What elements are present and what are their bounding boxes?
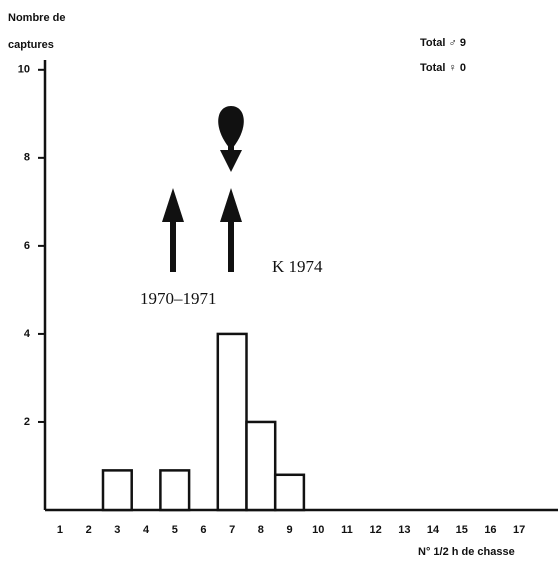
x-tick-label: 16: [484, 524, 496, 536]
annotation: Total ♀ 0: [420, 62, 466, 74]
bar: [273, 473, 306, 512]
bar: [101, 469, 133, 512]
x-tick-label: 13: [398, 524, 410, 536]
x-tick-label: 11: [341, 524, 353, 536]
bar: [159, 469, 191, 512]
x-tick-label: 6: [200, 524, 206, 536]
y-tick-label: 6: [24, 240, 30, 252]
x-tick-label: 7: [229, 524, 235, 536]
x-tick-label: 2: [86, 524, 92, 536]
x-axis-label: N° 1/2 h de chasse: [418, 546, 515, 558]
x-tick-label: 3: [114, 524, 120, 536]
annotation: Total ♂ 9: [420, 37, 466, 49]
x-tick-label: 8: [258, 524, 264, 536]
bar: [216, 332, 248, 512]
x-tick-label: 4: [143, 524, 150, 536]
arrows: [162, 106, 244, 272]
y-tick-label: 4: [24, 328, 31, 340]
y-axis-label: Nombre de: [8, 12, 65, 24]
x-tick-label: 10: [312, 524, 324, 536]
x-tick-label: 17: [513, 524, 525, 536]
x-tick-label: 5: [172, 524, 178, 536]
annotation: K 1974: [272, 257, 323, 276]
x-tick-label: 15: [456, 524, 468, 536]
x-tick-label: 1: [57, 524, 63, 536]
annotation: 1970–1971: [140, 289, 217, 308]
y-tick-label: 10: [18, 64, 30, 76]
x-tick-label: 14: [427, 524, 440, 536]
bar: [245, 420, 277, 512]
y-axis-label: captures: [8, 39, 54, 51]
y-tick-label: 8: [24, 152, 30, 164]
y-tick-label: 2: [24, 416, 30, 428]
x-tick-label: 9: [286, 524, 292, 536]
x-tick-label: 12: [370, 524, 382, 536]
